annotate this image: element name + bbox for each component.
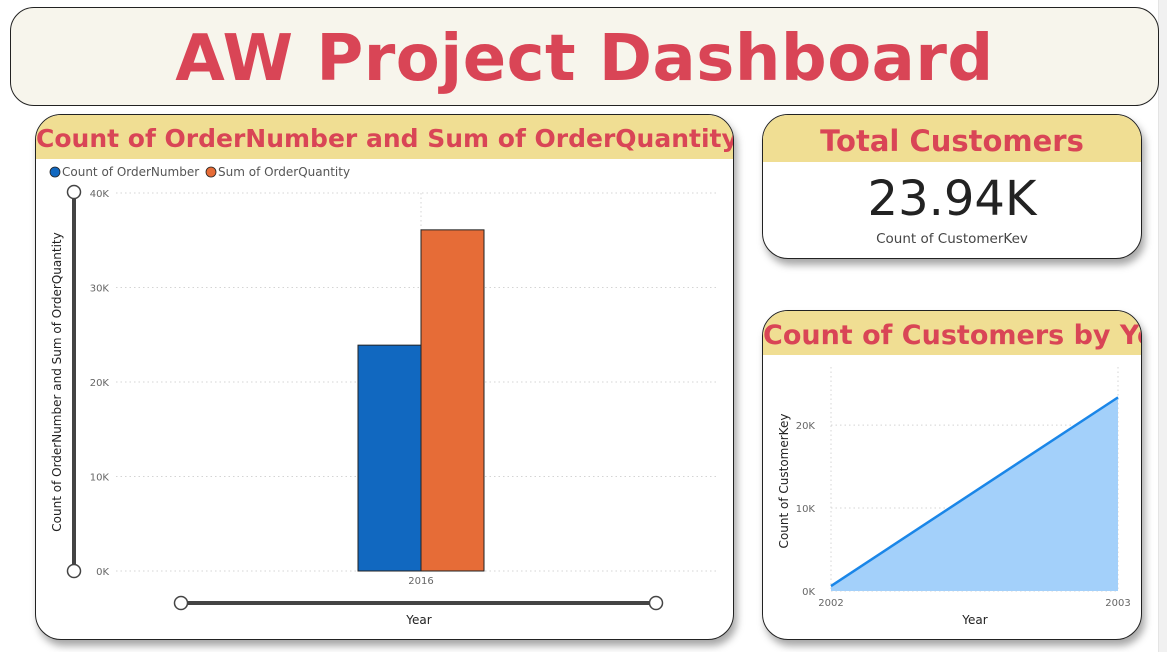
page-scrollbar[interactable] <box>1158 0 1167 652</box>
area-chart-y-tick-label: 10K <box>796 504 816 515</box>
header-card: AW Project Dashboard <box>10 7 1159 106</box>
bar-chart-x-ticks: 2016 <box>408 576 433 587</box>
total-customers-title: Total Customers <box>763 115 1141 162</box>
bar-chart-x-tick-label: 2016 <box>408 576 433 587</box>
area-chart-x-tick-label: 2002 <box>818 598 843 609</box>
bar-chart-legend: Count of OrderNumber Sum of OrderQuantity <box>49 165 350 179</box>
total-customers-card: Total Customers 23.94K Count of Customer… <box>762 114 1142 259</box>
area-chart-series <box>830 396 1119 591</box>
area-chart-card: Count of Customers by Year 0K 10K 20K 2002… <box>762 310 1142 640</box>
area-chart-y-tick-label: 0K <box>802 587 815 598</box>
bar-chart-y-tick-label: 10K <box>90 473 110 484</box>
area-chart-title: Count of Customers by Year <box>763 311 1141 355</box>
slider-handle[interactable] <box>66 563 82 579</box>
area-chart-x-axis-title: Year <box>961 613 987 627</box>
bar-chart-y-tick-label: 40K <box>90 189 110 200</box>
area-chart: 0K 10K 20K 2002 2003 Count of CustomerKey Y… <box>777 367 1131 627</box>
total-customers-value: 23.94K <box>867 171 1037 227</box>
bar-sum-of-orderquantity[interactable] <box>420 229 485 572</box>
bar-count-of-ordernumber[interactable] <box>357 344 422 572</box>
area-chart-y-tick-label: 20K <box>796 421 816 432</box>
bar-chart-bars <box>357 229 485 572</box>
bar-chart-y-tick-label: 20K <box>90 378 110 389</box>
area-chart-x-tick-label: 2003 <box>1105 598 1130 609</box>
slider-handle[interactable] <box>648 595 664 611</box>
legend-label: Sum of OrderQuantity <box>218 165 350 179</box>
slider-handle[interactable] <box>173 595 189 611</box>
bar-chart-title: Count of OrderNumber and Sum of OrderQua… <box>36 115 733 159</box>
area-chart-y-axis-title: Count of CustomerKey <box>777 414 791 549</box>
y-axis-zoom-slider[interactable] <box>66 184 82 579</box>
area-chart-y-ticks: 0K 10K 20K <box>796 421 816 598</box>
bar-chart-y-ticks: 0K 10K 20K 30K 40K <box>90 189 110 578</box>
legend-label: Count of OrderNumber <box>62 165 199 179</box>
legend-marker <box>49 166 61 178</box>
total-customers-label: Count of CustomerKev <box>876 231 1028 247</box>
area-line[interactable] <box>830 396 1119 588</box>
slider-handle[interactable] <box>66 184 82 200</box>
bar-chart-y-axis-title: Count of OrderNumber and Sum of OrderQua… <box>50 232 64 531</box>
area-chart-x-ticks: 2002 2003 <box>818 598 1130 609</box>
bar-chart-y-tick-label: 30K <box>90 284 110 295</box>
bar-chart-x-axis-title: Year <box>405 613 431 627</box>
bar-chart-y-tick-label: 0K <box>96 567 109 578</box>
legend-marker <box>205 166 217 178</box>
bar-chart-card: Count of OrderNumber and Sum of OrderQua… <box>35 114 734 640</box>
dashboard-title: AW Project Dashboard <box>175 22 994 96</box>
bar-chart: Count of OrderNumber Sum of OrderQuantity… <box>49 165 719 627</box>
x-axis-zoom-slider[interactable] <box>173 595 664 611</box>
